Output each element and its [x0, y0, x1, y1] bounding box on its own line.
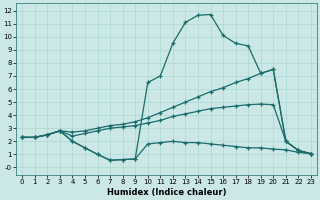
X-axis label: Humidex (Indice chaleur): Humidex (Indice chaleur) — [107, 188, 226, 197]
